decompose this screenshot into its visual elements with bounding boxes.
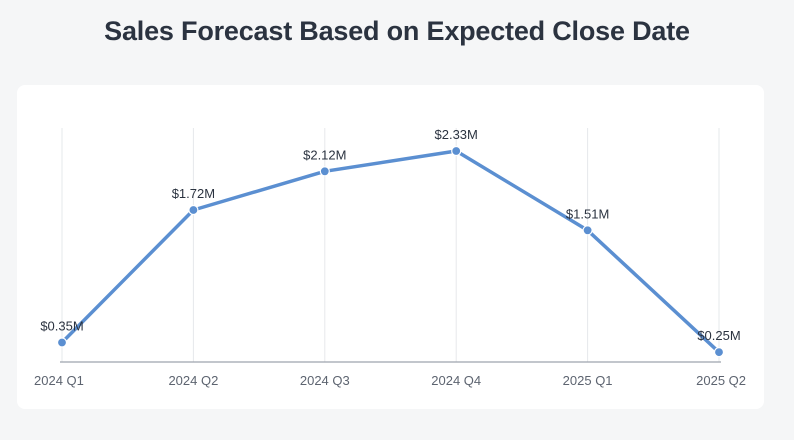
data-point [713,347,725,358]
chart-title: Sales Forecast Based on Expected Close D… [104,16,690,46]
data-labels: $0.35M $1.72M $2.12M $2.33M $1.51M $0.25M [40,127,740,343]
series-line [60,149,721,354]
data-label: $0.35M [40,318,83,333]
grid-lines [61,128,720,362]
x-tick-label: 2024 Q1 [34,373,84,388]
data-point [56,337,68,348]
x-tick-label: 2024 Q2 [168,373,218,388]
x-tick-label: 2025 Q2 [696,373,746,388]
x-tick-label: 2024 Q3 [300,373,350,388]
data-label: $0.25M [697,328,740,343]
data-point [451,145,462,157]
data-label: $1.72M [172,186,215,201]
chart-card [17,85,764,409]
data-point [188,204,199,216]
data-point [582,225,593,236]
x-tick-label: 2025 Q1 [563,373,613,388]
data-point [319,166,330,177]
x-tick-labels: 2024 Q1 2024 Q2 2024 Q3 2024 Q4 2025 Q1 2025 … [34,373,746,388]
data-label: $2.12M [303,147,346,162]
data-label: $1.51M [566,206,609,221]
x-tick-label: 2024 Q4 [431,373,481,388]
data-label: $2.33M [435,127,478,142]
data-points [56,145,725,358]
